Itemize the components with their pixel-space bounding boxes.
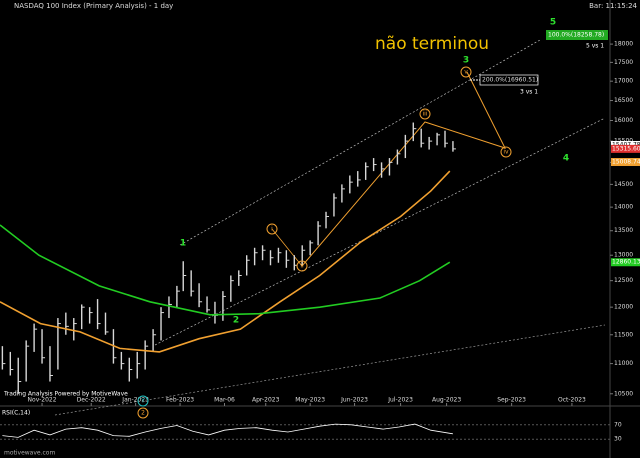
wave-label: 5: [550, 18, 556, 28]
target-box: [479, 74, 539, 86]
wave-label: 3: [463, 56, 469, 66]
price-tag: [611, 258, 640, 267]
rsi-title: RSI(C,14): [2, 410, 30, 417]
x-tick-label: Aug-2023: [432, 397, 461, 404]
wave-circle: [419, 108, 431, 120]
wave-label: 1: [180, 239, 186, 249]
y-tick-label: 12500: [614, 277, 633, 284]
wave-circle: [266, 223, 278, 235]
price-tag-label: 15315.60: [612, 145, 640, 152]
y-tick-label: 17000: [614, 78, 633, 85]
wave-label: iii: [422, 111, 427, 118]
price-tag-label: 15008.74: [612, 159, 640, 166]
wave-label: iv: [503, 149, 509, 156]
ratio-label: 5 vs 1: [586, 43, 604, 50]
channel-lower: [154, 117, 606, 346]
target-label: 200.0%(16960.51): [482, 77, 538, 84]
y-tick-label: 13500: [614, 227, 633, 234]
wave-circle: [460, 66, 472, 78]
y-tick-label: 16000: [614, 117, 633, 124]
wave-label: Y: [140, 398, 145, 405]
chart-title: NASDAQ 100 Index (Primary Analysis) - 1 …: [14, 2, 173, 10]
wave-label: v: [464, 69, 468, 76]
credit: Trading Analysis Powered by MotiveWave: [3, 391, 128, 398]
wave-label: ii: [300, 263, 304, 270]
x-tick-label: Dec-2022: [77, 397, 106, 404]
wave-circle: [296, 260, 308, 272]
x-tick-label: May-2023: [295, 397, 325, 404]
x-tick-label: Jul-2023: [387, 397, 413, 404]
marks: 10500 11000 11500 12000 12500 13000 13500 14000…: [0, 41, 633, 406]
y-tick-label: 11000: [614, 360, 633, 367]
rsi-line: [2, 423, 453, 438]
site: motivewave.com: [4, 450, 55, 457]
x-tick-label: Apr-2023: [252, 397, 280, 404]
rsi-tick-label: 30: [614, 436, 622, 443]
comment: não terminou: [375, 34, 489, 54]
price-tag-label: 12860.13: [612, 259, 640, 266]
x-tick-label: Jun-2023: [340, 397, 368, 404]
wave-circle: [500, 146, 512, 158]
y-tick-label: 16500: [614, 97, 633, 104]
ratio-label: 3 vs 1: [520, 89, 538, 96]
y-tick-label: 17500: [614, 59, 633, 66]
base-line: [54, 324, 606, 416]
channel-upper: [179, 39, 541, 246]
y-tick-label: 14000: [614, 204, 633, 211]
x-tick-label: Nov-2022: [28, 397, 57, 404]
y-tick-label: 11500: [614, 331, 633, 338]
rsi-tick-label: 70: [614, 421, 622, 428]
price-tag: [611, 144, 640, 153]
y-tick-label: 14500: [614, 181, 633, 188]
price-tag: [611, 158, 640, 167]
wave-circle: [137, 395, 149, 407]
y-tick-label: 13000: [614, 252, 633, 259]
x-tick-label: Sep-2023: [497, 397, 526, 404]
x-tick-label: Jan-2023: [121, 397, 149, 404]
moving-average: [0, 224, 451, 316]
wave-circle: [137, 407, 149, 419]
wave-label: 4: [563, 154, 569, 164]
bar-time: Bar: 11:15:24: [589, 2, 637, 10]
x-tick-label: Feb-2023: [166, 397, 194, 404]
x-tick-label: Oct-2023: [558, 397, 586, 404]
y-tick-label: 10500: [614, 390, 633, 397]
wave-leg: [271, 228, 303, 267]
y-tick-label: 12000: [614, 304, 633, 311]
y-tick-label: 18000: [614, 41, 633, 48]
wave-label: 2: [233, 316, 239, 326]
target-label: 100.0%(18258.78): [548, 32, 604, 39]
moving-average: [0, 170, 451, 353]
wave-label: i: [271, 226, 273, 233]
target-box: [546, 30, 608, 40]
x-tick-label: Mar-06: [214, 397, 235, 404]
wave-label: 2: [141, 410, 145, 417]
wave-projection: [301, 71, 506, 267]
